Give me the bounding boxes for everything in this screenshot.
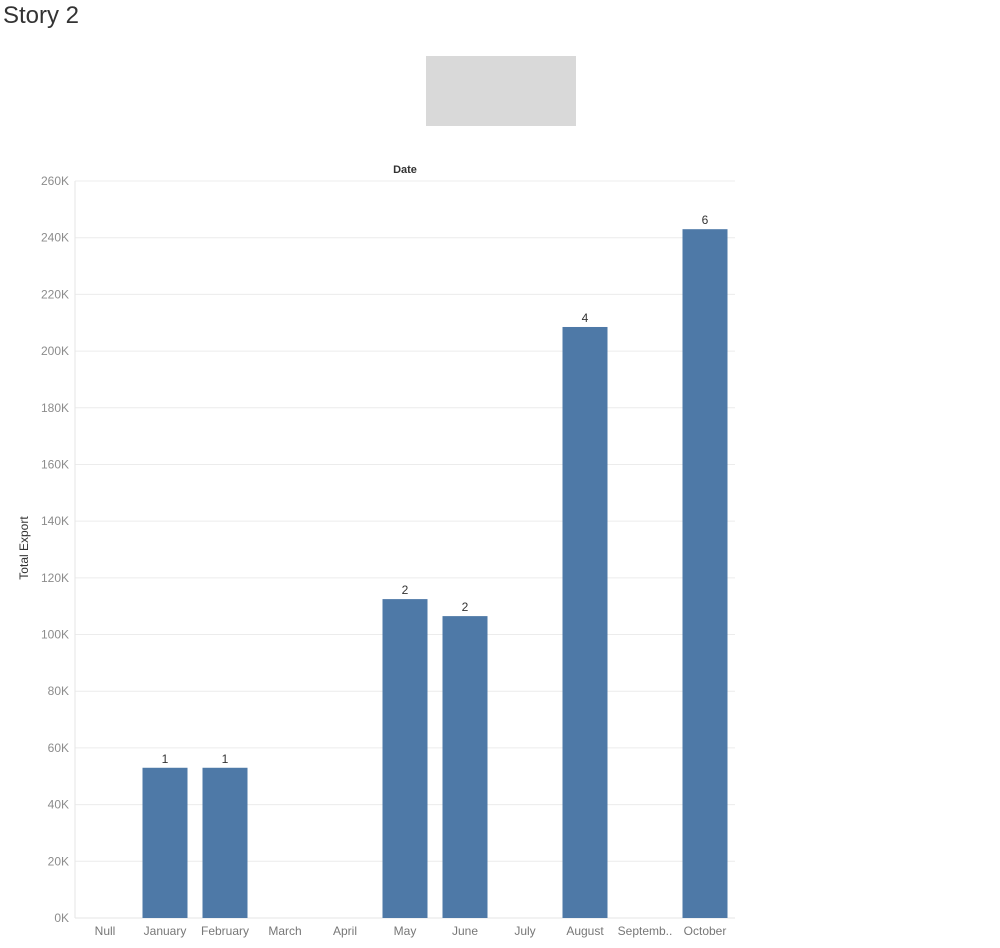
x-tick-label: Septemb.. bbox=[618, 924, 673, 938]
y-tick-label: 100K bbox=[41, 628, 69, 642]
x-tick-label: May bbox=[394, 924, 417, 938]
y-tick-label: 140K bbox=[41, 514, 69, 528]
bar bbox=[562, 326, 608, 919]
x-tick-label: Null bbox=[95, 924, 116, 938]
y-tick-label: 120K bbox=[41, 571, 69, 585]
y-tick-label: 200K bbox=[41, 344, 69, 358]
bar-data-label: 1 bbox=[162, 752, 169, 766]
blank-placeholder-box bbox=[426, 56, 576, 126]
y-axis-ticks: 0K 20K 40K 60K 80K 100K 120K 140K 160K 180K 200K 22… bbox=[41, 174, 69, 925]
x-tick-label: February bbox=[201, 924, 249, 938]
bar bbox=[682, 229, 728, 918]
y-tick-label: 260K bbox=[41, 174, 69, 188]
x-tick-label: April bbox=[333, 924, 357, 938]
x-tick-label: July bbox=[514, 924, 535, 938]
bar-data-label: 1 bbox=[222, 752, 229, 766]
x-tick-label: October bbox=[684, 924, 727, 938]
column-header: Date bbox=[393, 164, 417, 176]
y-tick-label: 240K bbox=[41, 231, 69, 245]
y-tick-label: 0K bbox=[54, 911, 69, 925]
y-tick-label: 220K bbox=[41, 287, 69, 301]
x-tick-label: January bbox=[144, 924, 187, 938]
bar bbox=[382, 599, 428, 918]
bar bbox=[442, 616, 488, 918]
bar bbox=[142, 767, 188, 918]
y-tick-label: 60K bbox=[48, 741, 69, 755]
data-labels: 1 1 2 2 4 6 bbox=[162, 213, 709, 766]
y-tick-label: 20K bbox=[48, 854, 69, 868]
bar-data-label: 2 bbox=[462, 600, 469, 614]
x-tick-label: August bbox=[566, 924, 604, 938]
story-title: Story 2 bbox=[3, 2, 80, 29]
bar bbox=[202, 767, 248, 918]
bar-data-label: 2 bbox=[402, 583, 409, 597]
gridlines bbox=[74, 180, 735, 919]
x-tick-label: March bbox=[268, 924, 301, 938]
y-tick-label: 180K bbox=[41, 401, 69, 415]
x-axis-labels: Null January February March April May June July… bbox=[95, 924, 727, 938]
bar-data-label: 6 bbox=[702, 213, 709, 227]
y-axis-title: Total Export bbox=[17, 516, 31, 580]
x-tick-label: June bbox=[452, 924, 478, 938]
bars bbox=[142, 229, 728, 919]
y-tick-label: 80K bbox=[48, 684, 69, 698]
y-tick-label: 160K bbox=[41, 457, 69, 471]
bar-data-label: 4 bbox=[582, 311, 589, 325]
y-tick-label: 40K bbox=[48, 798, 69, 812]
